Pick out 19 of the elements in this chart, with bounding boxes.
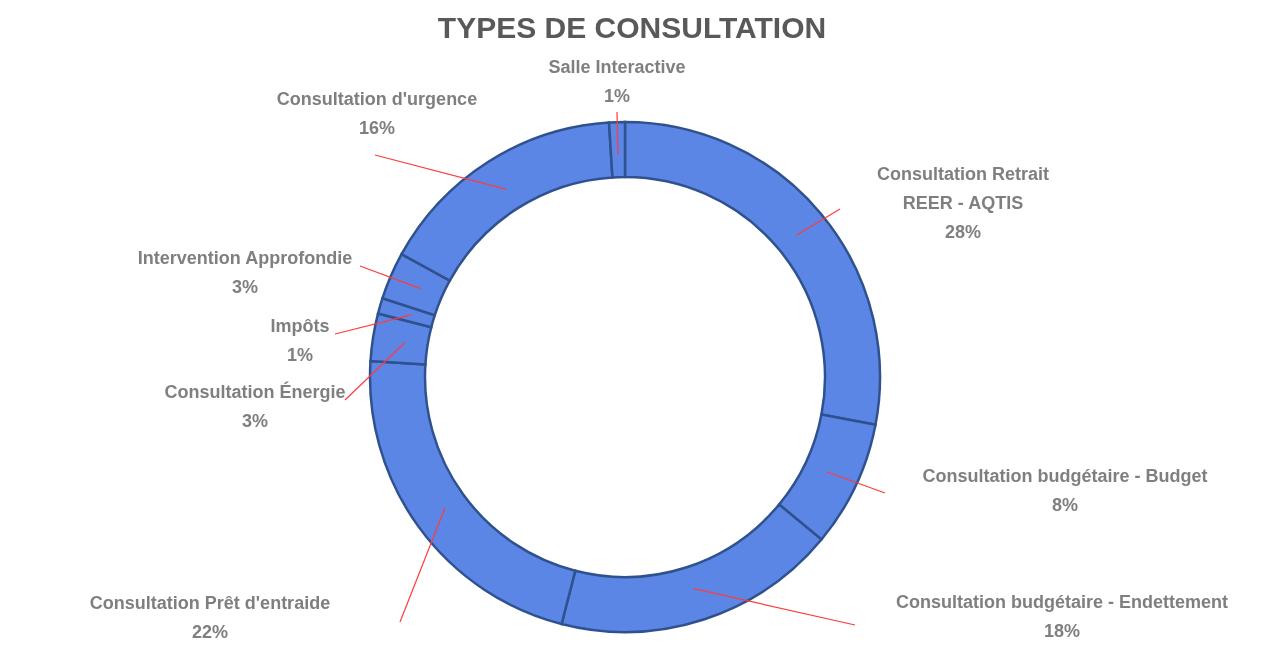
data-label: 3% [241, 411, 269, 431]
slice-label: Intervention Approfondie [137, 248, 353, 268]
slice-label: Consultation Prêt d'entraide [89, 593, 331, 613]
data-label: 28% [944, 222, 982, 242]
data-label: 8% [1051, 495, 1079, 515]
slice-label: Consultation budgétaire - Endettement [895, 592, 1229, 612]
data-label: 16% [358, 118, 396, 138]
slice-label: Consultation Retrait REER - AQTIS [876, 164, 1050, 213]
data-label: 18% [1043, 621, 1081, 641]
data-label: 1% [286, 345, 314, 365]
slice-label: Consultation d'urgence [276, 89, 478, 109]
data-label: 1% [603, 86, 631, 106]
slice-label: Consultation budgétaire - Budget [922, 466, 1208, 486]
data-label: 22% [191, 622, 229, 642]
data-label: 3% [231, 277, 259, 297]
chart-title: TYPES DE CONSULTATION [437, 11, 827, 44]
slice-label: Salle Interactive [548, 57, 686, 77]
slice-label: Impôts [270, 316, 330, 336]
slice-label: Consultation Énergie [164, 381, 346, 402]
